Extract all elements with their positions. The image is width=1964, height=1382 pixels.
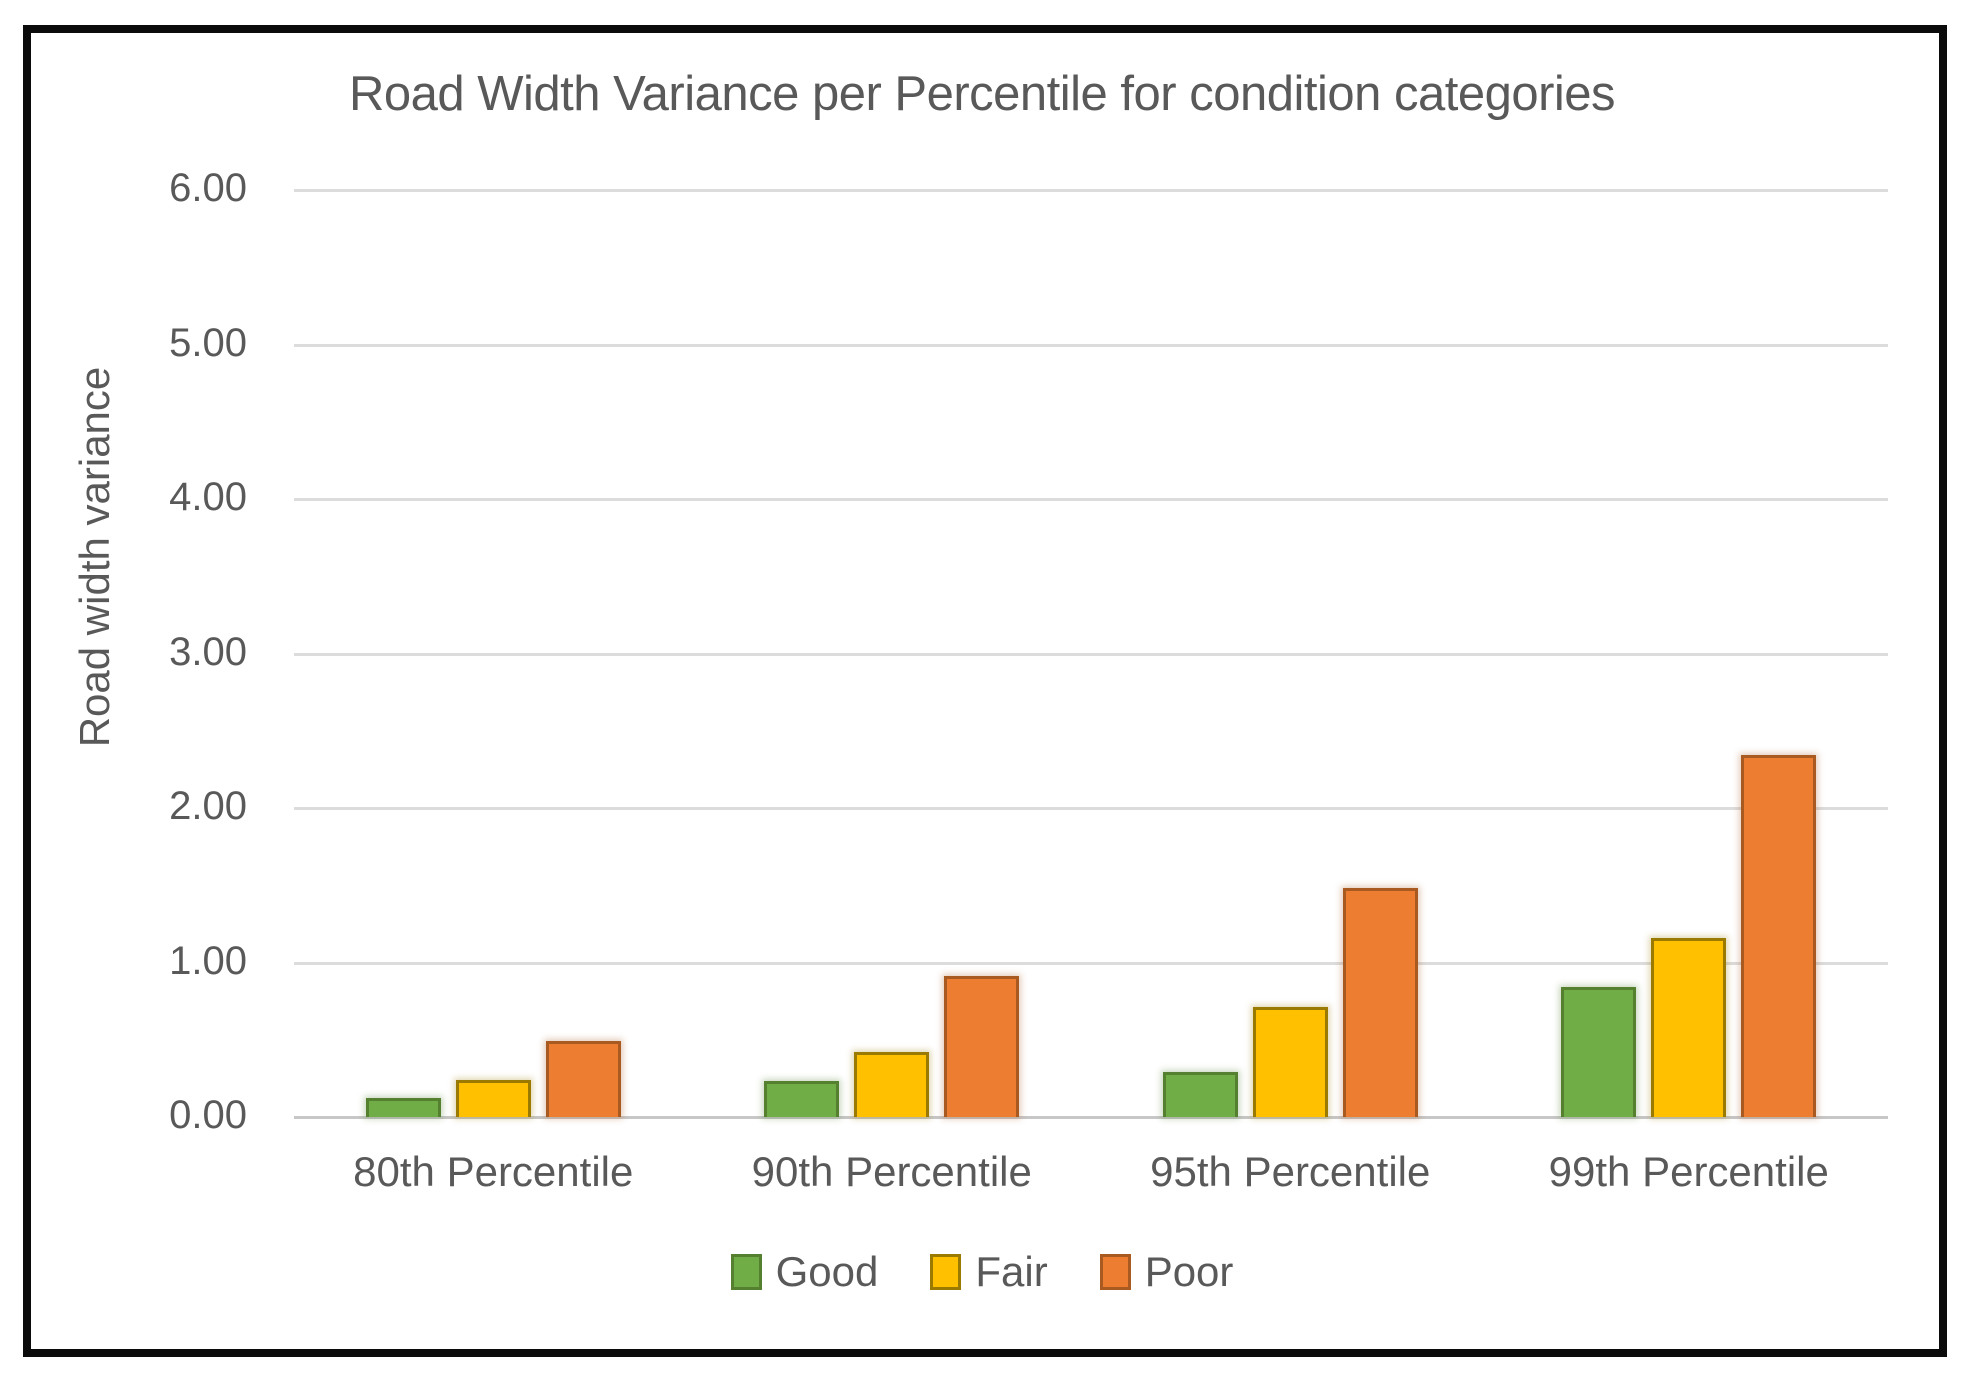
- x-tick-80th-percentile: 80th Percentile: [353, 1148, 634, 1195]
- gridline-6: [294, 189, 1888, 192]
- gridline-2: [294, 807, 1888, 810]
- bar-good-99th-percentile: [1561, 987, 1637, 1117]
- gridline-3: [294, 652, 1888, 656]
- legend: Good Fair Poor: [0, 1248, 1964, 1296]
- bar-good-80th-percentile: [365, 1098, 441, 1117]
- gridline-4: [294, 498, 1888, 501]
- y-tick-6-00: 6.00: [169, 166, 247, 210]
- y-tick-2-00: 2.00: [169, 784, 247, 828]
- legend-label-fair: Fair: [975, 1248, 1048, 1295]
- gridline-5: [294, 343, 1888, 347]
- y-tick-4-00: 4.00: [169, 475, 247, 519]
- y-tick-1-00: 1.00: [169, 938, 247, 983]
- gridline-1: [294, 961, 1888, 965]
- y-tick-0-00: 0.00: [169, 1093, 247, 1137]
- plot-area: [294, 189, 1888, 1119]
- x-tick-90th-percentile: 90th Percentile: [751, 1148, 1032, 1195]
- x-tick-99th-percentile: 99th Percentile: [1548, 1148, 1829, 1195]
- y-tick-3-00: 3.00: [169, 629, 247, 674]
- legend-swatch-fair-icon: [930, 1254, 962, 1290]
- chart-title: Road Width Variance per Percentile for c…: [348, 67, 1616, 121]
- legend-item-poor: Poor: [1099, 1248, 1234, 1296]
- bar-fair-90th-percentile: [854, 1052, 930, 1117]
- y-tick-5-00: 5.00: [169, 320, 247, 365]
- bar-good-90th-percentile: [764, 1081, 840, 1117]
- bar-fair-99th-percentile: [1651, 938, 1727, 1117]
- legend-item-fair: Fair: [930, 1248, 1048, 1296]
- bar-poor-90th-percentile: [944, 976, 1020, 1117]
- legend-label-good: Good: [775, 1248, 879, 1295]
- legend-swatch-poor-icon: [1099, 1254, 1131, 1290]
- bar-poor-80th-percentile: [545, 1041, 621, 1117]
- legend-label-poor: Poor: [1144, 1248, 1234, 1295]
- bar-poor-99th-percentile: [1741, 755, 1817, 1117]
- bar-good-95th-percentile: [1162, 1072, 1238, 1117]
- bar-fair-80th-percentile: [455, 1080, 531, 1117]
- bar-fair-95th-percentile: [1252, 1007, 1328, 1117]
- legend-item-good: Good: [730, 1248, 879, 1296]
- x-axis-line: [294, 1116, 1888, 1119]
- y-axis-title: Road width variance: [71, 366, 118, 748]
- chart-frame-border: [23, 25, 1947, 1357]
- x-tick-95th-percentile: 95th Percentile: [1150, 1148, 1431, 1195]
- bar-poor-95th-percentile: [1342, 888, 1418, 1117]
- legend-swatch-good-icon: [730, 1254, 762, 1290]
